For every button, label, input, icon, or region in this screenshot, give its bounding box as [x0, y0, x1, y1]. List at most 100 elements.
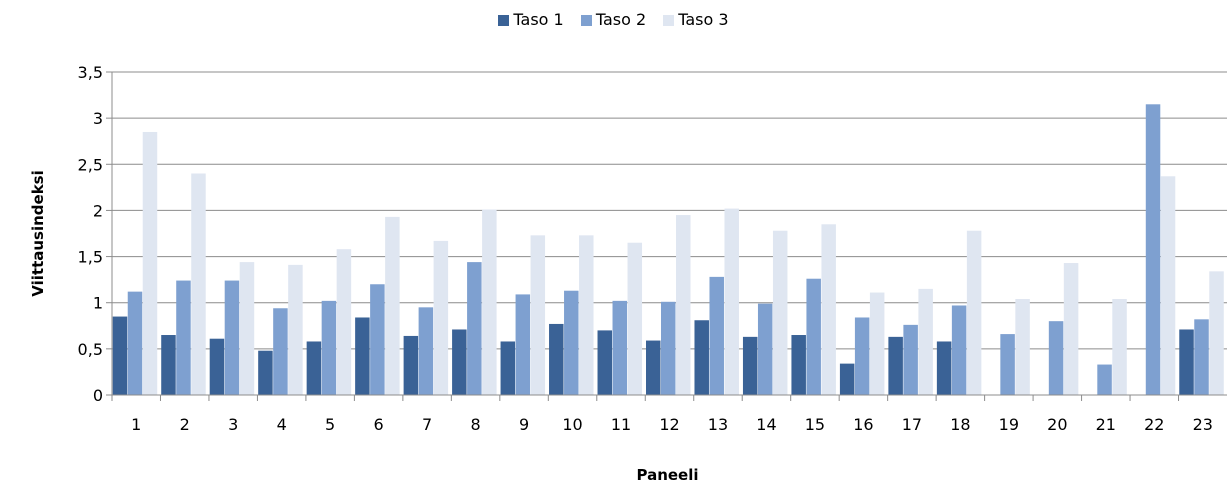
y-tick-label: 2 — [93, 201, 103, 220]
bar-taso-1-2 — [161, 335, 176, 395]
y-axis-title: Viittausindeksi — [29, 170, 47, 296]
bar-taso-2-1 — [127, 291, 143, 395]
bar-taso-3-5 — [336, 249, 352, 395]
x-tick-label: 22 — [1144, 415, 1164, 434]
y-tick-label: 0 — [93, 386, 103, 405]
bar-taso-3-21 — [1112, 299, 1127, 395]
bar-taso-3-14 — [772, 230, 788, 395]
x-tick-label: 16 — [853, 415, 873, 434]
legend-swatch-taso-2 — [580, 15, 592, 26]
bar-taso-1-3 — [209, 338, 225, 395]
bar-taso-1-4 — [258, 350, 273, 395]
x-tick-label: 17 — [902, 415, 922, 434]
bar-taso-2-8 — [467, 262, 482, 395]
bar-taso-1-6 — [355, 317, 370, 395]
bar-taso-2-22 — [1145, 104, 1161, 396]
x-tick-label: 11 — [611, 415, 631, 434]
x-tick-label: 19 — [999, 415, 1019, 434]
bar-taso-2-12 — [661, 301, 676, 395]
y-tick-label: 2,5 — [78, 155, 103, 174]
bar-taso-1-5 — [306, 341, 322, 395]
x-tick-label: 6 — [374, 415, 384, 434]
bar-taso-3-15 — [821, 224, 836, 395]
x-tick-label: 4 — [277, 415, 287, 434]
bar-taso-1-15 — [791, 335, 806, 395]
x-tick-label: 9 — [519, 415, 529, 434]
bar-taso-3-3 — [239, 262, 255, 395]
bar-taso-3-6 — [385, 216, 400, 395]
bar-taso-2-9 — [515, 294, 531, 395]
legend-swatch-taso-3 — [663, 15, 675, 26]
x-tick-label: 3 — [228, 415, 238, 434]
bar-taso-1-13 — [694, 320, 709, 395]
bar-taso-1-18 — [936, 341, 952, 395]
bar-taso-2-10 — [564, 290, 579, 395]
bar-taso-3-13 — [724, 208, 739, 395]
x-tick-label: 21 — [1096, 415, 1116, 434]
x-tick-label: 15 — [805, 415, 825, 434]
bar-taso-2-13 — [709, 276, 724, 395]
x-tick-label: 10 — [562, 415, 582, 434]
bar-taso-2-3 — [224, 280, 240, 395]
bar-taso-3-2 — [191, 173, 206, 395]
bar-taso-3-22 — [1160, 176, 1176, 395]
bar-taso-2-5 — [321, 300, 337, 395]
bar-taso-3-7 — [433, 240, 449, 395]
bar-taso-2-16 — [854, 317, 870, 395]
y-tick-label: 1,5 — [78, 248, 103, 267]
bar-taso-2-7 — [418, 307, 434, 395]
bar-taso-1-7 — [403, 335, 419, 395]
x-tick-label: 23 — [1193, 415, 1213, 434]
bars — [112, 104, 1224, 396]
bar-taso-2-11 — [612, 300, 628, 395]
x-tick-label: 20 — [1047, 415, 1067, 434]
bar-taso-2-15 — [806, 278, 821, 395]
x-tick-label: 7 — [422, 415, 432, 434]
legend: Taso 1 Taso 2 Taso 3 — [0, 10, 1227, 29]
legend-label-taso-1: Taso 1 — [513, 10, 564, 29]
x-tick-label: 2 — [180, 415, 190, 434]
y-tick-label: 3,5 — [78, 63, 103, 82]
legend-item-taso-3: Taso 3 — [663, 10, 729, 29]
x-tick-label: 5 — [325, 415, 335, 434]
bar-taso-2-20 — [1048, 321, 1064, 395]
bar-taso-3-11 — [627, 242, 643, 395]
bar-taso-3-23 — [1209, 271, 1224, 395]
bar-taso-3-19 — [1015, 299, 1030, 395]
bar-taso-3-4 — [288, 264, 303, 395]
bar-taso-3-12 — [676, 215, 691, 395]
bar-taso-3-8 — [482, 209, 497, 395]
legend-item-taso-2: Taso 2 — [580, 10, 646, 29]
x-tick-label: 12 — [659, 415, 679, 434]
bar-taso-3-10 — [579, 235, 594, 395]
bar-taso-2-4 — [273, 308, 288, 395]
x-axis-title: Paneeli — [636, 466, 698, 484]
bar-taso-3-9 — [530, 235, 546, 395]
legend-item-taso-1: Taso 1 — [498, 10, 564, 29]
y-tick-label: 0,5 — [78, 340, 103, 359]
y-tick-label: 3 — [93, 109, 103, 128]
bar-taso-2-18 — [951, 305, 967, 395]
bar-taso-1-16 — [839, 363, 855, 395]
bar-taso-1-1 — [112, 316, 128, 395]
bar-taso-3-17 — [918, 288, 933, 395]
bar-taso-3-1 — [142, 131, 158, 395]
bar-taso-2-6 — [370, 284, 385, 395]
bar-taso-3-20 — [1063, 263, 1079, 395]
bar-taso-1-9 — [500, 341, 516, 395]
x-tick-label: 13 — [708, 415, 728, 434]
bar-taso-2-23 — [1194, 319, 1209, 395]
x-tick-label: 14 — [756, 415, 776, 434]
legend-label-taso-3: Taso 3 — [678, 10, 729, 29]
bar-taso-3-18 — [966, 230, 982, 395]
bar-taso-2-2 — [176, 280, 191, 395]
bar-taso-1-11 — [597, 330, 613, 395]
bar-taso-1-10 — [549, 323, 564, 395]
bar-taso-3-16 — [869, 292, 885, 395]
x-tick-label: 1 — [131, 415, 141, 434]
bar-taso-2-14 — [757, 303, 773, 395]
bar-taso-2-21 — [1097, 364, 1112, 395]
axes: 00,511,522,533,51 2 3 4 5 6 7 8 9 10 11 12 13 14 15 16 1… — [78, 63, 1227, 434]
bar-taso-2-19 — [1000, 334, 1015, 395]
